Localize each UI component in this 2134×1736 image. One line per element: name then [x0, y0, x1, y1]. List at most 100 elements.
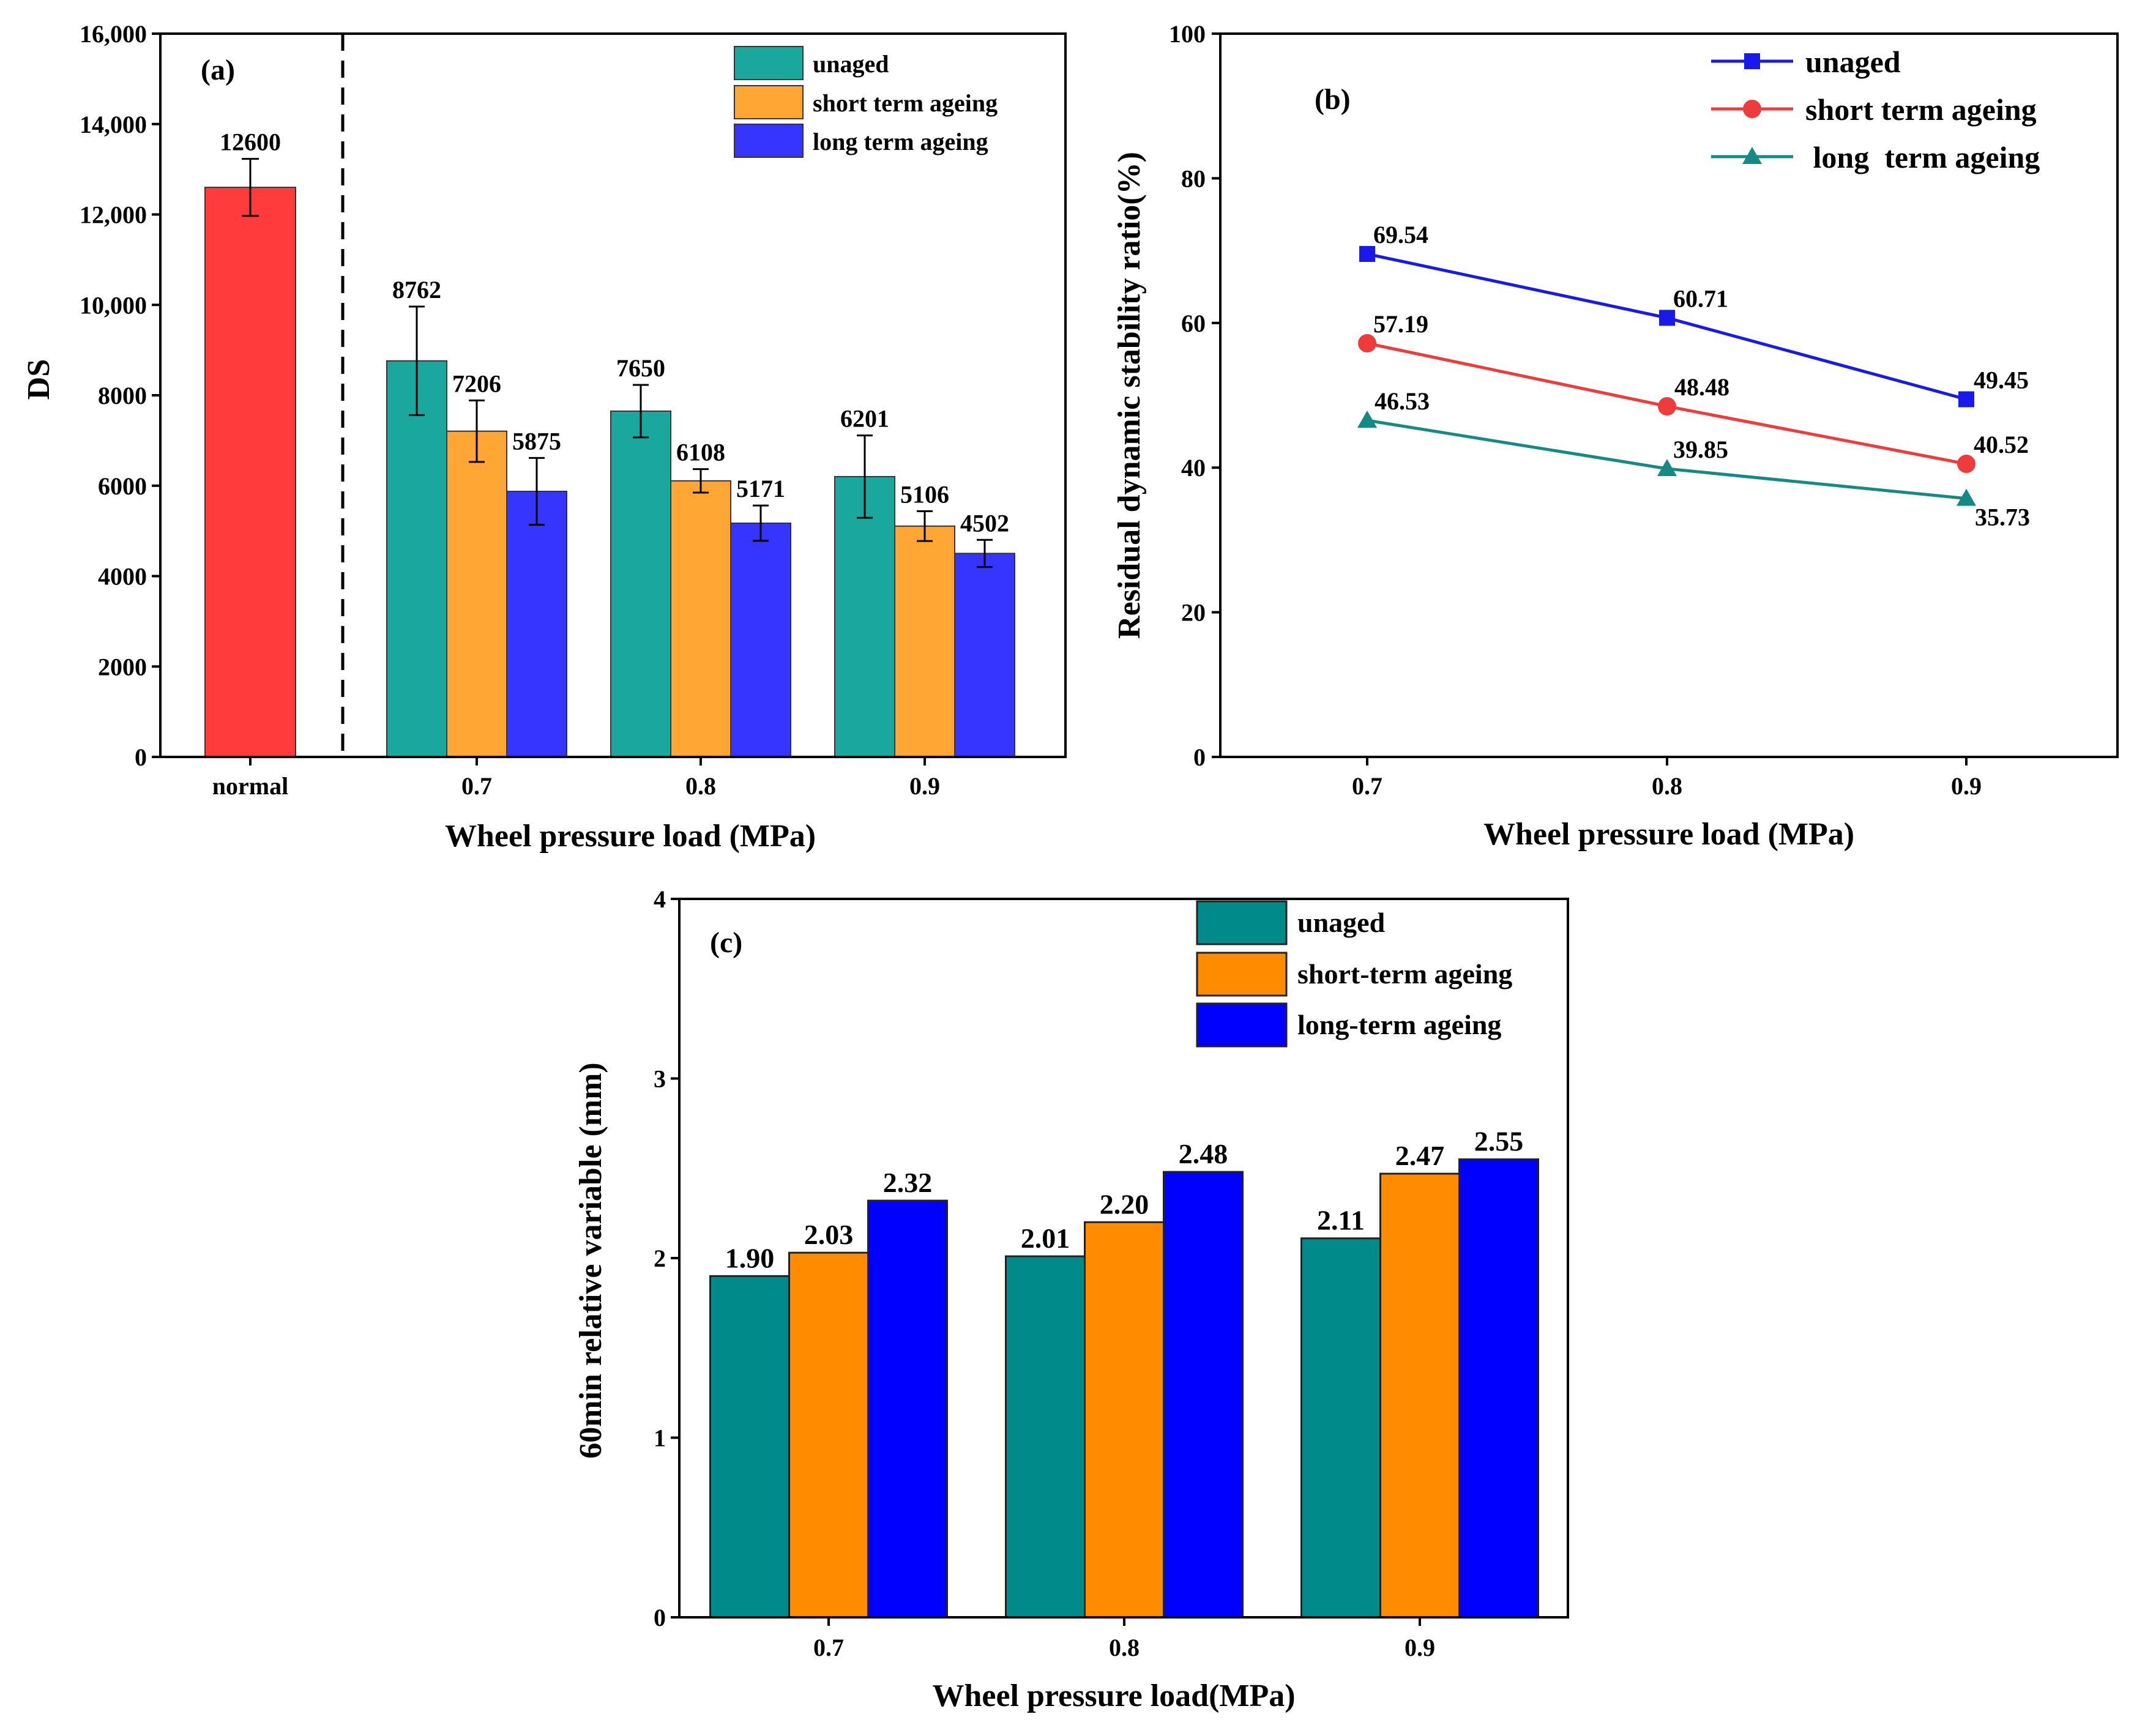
y-tick-label: 4	[654, 885, 666, 913]
x-tick-label: 0.7	[461, 772, 492, 800]
y-tick-label: 16,000	[80, 20, 147, 48]
bar	[1005, 1255, 1086, 1619]
x-tick-label: 0.7	[813, 1634, 844, 1661]
bar	[670, 480, 731, 758]
y-tick-label: 60	[1181, 310, 1206, 337]
panel-label-b: (b)	[1315, 83, 1351, 116]
data-label: 46.53	[1375, 387, 1430, 415]
chart-b: 0 20 40 60 80 100 0.7 0.8 0.9 69.54 60.71 49.45 57.1…	[1112, 20, 2119, 852]
bar	[867, 1199, 948, 1619]
y-tick-label: 10,000	[80, 291, 147, 319]
x-tick-label-normal: normal	[212, 772, 288, 800]
data-label: 35.73	[1975, 504, 2030, 531]
data-label: 60.71	[1673, 285, 1728, 312]
legend-swatch	[734, 46, 804, 80]
y-tick-label: 2000	[98, 653, 147, 680]
legend-label: long-term ageing	[1297, 1009, 1501, 1040]
data-label: 2.20	[1100, 1188, 1149, 1220]
y-tick-label: 0	[1193, 743, 1206, 771]
y-tick-label: 3	[654, 1065, 666, 1093]
legend-label: short-term ageing	[1297, 958, 1512, 989]
bar	[1084, 1221, 1165, 1619]
bar	[610, 410, 671, 758]
y-tick-label: 6000	[98, 472, 147, 500]
y-tick-label: 0	[135, 743, 147, 771]
y-tick-label: 4000	[98, 563, 147, 590]
chart-a: 0 2000 4000 6000 8000 10,000 12,000 14,000 16,00…	[21, 20, 1067, 854]
marker-circle	[1957, 455, 1975, 474]
data-label: 2.01	[1021, 1223, 1070, 1254]
bar	[506, 490, 567, 758]
data-label: 39.85	[1673, 436, 1728, 463]
panel-label-c: (c)	[710, 926, 742, 959]
data-label: 2.32	[883, 1167, 933, 1198]
marker-circle	[1358, 334, 1376, 353]
y-tick-label: 100	[1169, 20, 1206, 48]
marker-square	[1359, 246, 1375, 263]
y-tick-label: 0	[654, 1604, 666, 1631]
marker-circle	[1658, 397, 1676, 415]
y-tick-label: 12,000	[80, 201, 147, 229]
marker-square	[1958, 391, 1974, 408]
data-label: 6201	[840, 405, 889, 433]
y-tick-label: 1	[654, 1425, 666, 1452]
data-label: 2.55	[1474, 1126, 1524, 1157]
data-label: 1.90	[725, 1242, 775, 1273]
data-label: 5875	[512, 427, 561, 455]
bar	[1163, 1171, 1244, 1619]
marker-triangle	[1657, 458, 1677, 476]
data-label: 2.11	[1317, 1205, 1365, 1236]
y-axis-title: DS	[21, 359, 56, 400]
chart-c: 0 1 2 3 4 1.90 2.03 2.32 0.7 2.01 2.20 2.48 0.8 2.11 2…	[573, 885, 1569, 1713]
panel-label-a: (a)	[201, 54, 235, 86]
data-label: 7650	[616, 354, 665, 382]
bar	[954, 553, 1015, 758]
marker-square	[1744, 53, 1760, 69]
bar	[386, 360, 447, 758]
data-label: 49.45	[1974, 367, 2029, 394]
bar	[1379, 1172, 1460, 1619]
data-label: 40.52	[1974, 431, 2029, 458]
bar	[1458, 1158, 1539, 1619]
x-tick-label: 0.8	[1109, 1634, 1140, 1661]
legend-label: short term ageing	[1805, 92, 2037, 127]
bar-normal	[204, 187, 296, 758]
data-label: 2.03	[804, 1219, 854, 1250]
data-label: 2.48	[1179, 1138, 1228, 1169]
marker-circle	[1743, 100, 1761, 118]
legend-swatch	[734, 124, 804, 158]
marker-square	[1659, 310, 1675, 326]
legend-label: unaged	[813, 50, 889, 78]
x-axis-title: Wheel pressure load(MPa)	[932, 1678, 1295, 1713]
legend-swatch	[1196, 1002, 1288, 1048]
bar	[894, 525, 955, 758]
bar	[1300, 1237, 1381, 1619]
data-label: 48.48	[1674, 373, 1729, 401]
bar	[446, 430, 507, 758]
x-tick-label: 0.8	[685, 772, 716, 800]
plot-frame	[1219, 32, 2119, 758]
bar	[709, 1275, 790, 1619]
data-label: 6108	[676, 439, 725, 466]
legend-label: long term ageing	[813, 128, 988, 155]
x-tick-label: 0.7	[1352, 772, 1382, 800]
x-tick-label: 0.9	[1405, 1634, 1435, 1661]
series-line	[1367, 419, 1967, 501]
data-label: 8762	[392, 276, 441, 304]
legend-swatch	[734, 85, 804, 119]
y-axis-title: Residual dynamic stability ratio(%)	[1112, 152, 1147, 639]
x-tick-label: 0.9	[909, 772, 940, 800]
legend-swatch	[1196, 900, 1288, 945]
data-label-normal: 12600	[220, 129, 281, 156]
marker-triangle	[1742, 147, 1762, 164]
x-axis-title: Wheel pressure load (MPa)	[445, 819, 816, 854]
x-axis-title: Wheel pressure load (MPa)	[1483, 817, 1854, 852]
legend-swatch	[1196, 952, 1288, 997]
x-tick-label: 0.8	[1652, 772, 1682, 800]
data-label: 57.19	[1373, 310, 1428, 338]
marker-triangle	[1357, 411, 1377, 428]
y-tick-label: 8000	[98, 382, 147, 409]
bar	[788, 1251, 869, 1619]
bar	[730, 522, 791, 758]
